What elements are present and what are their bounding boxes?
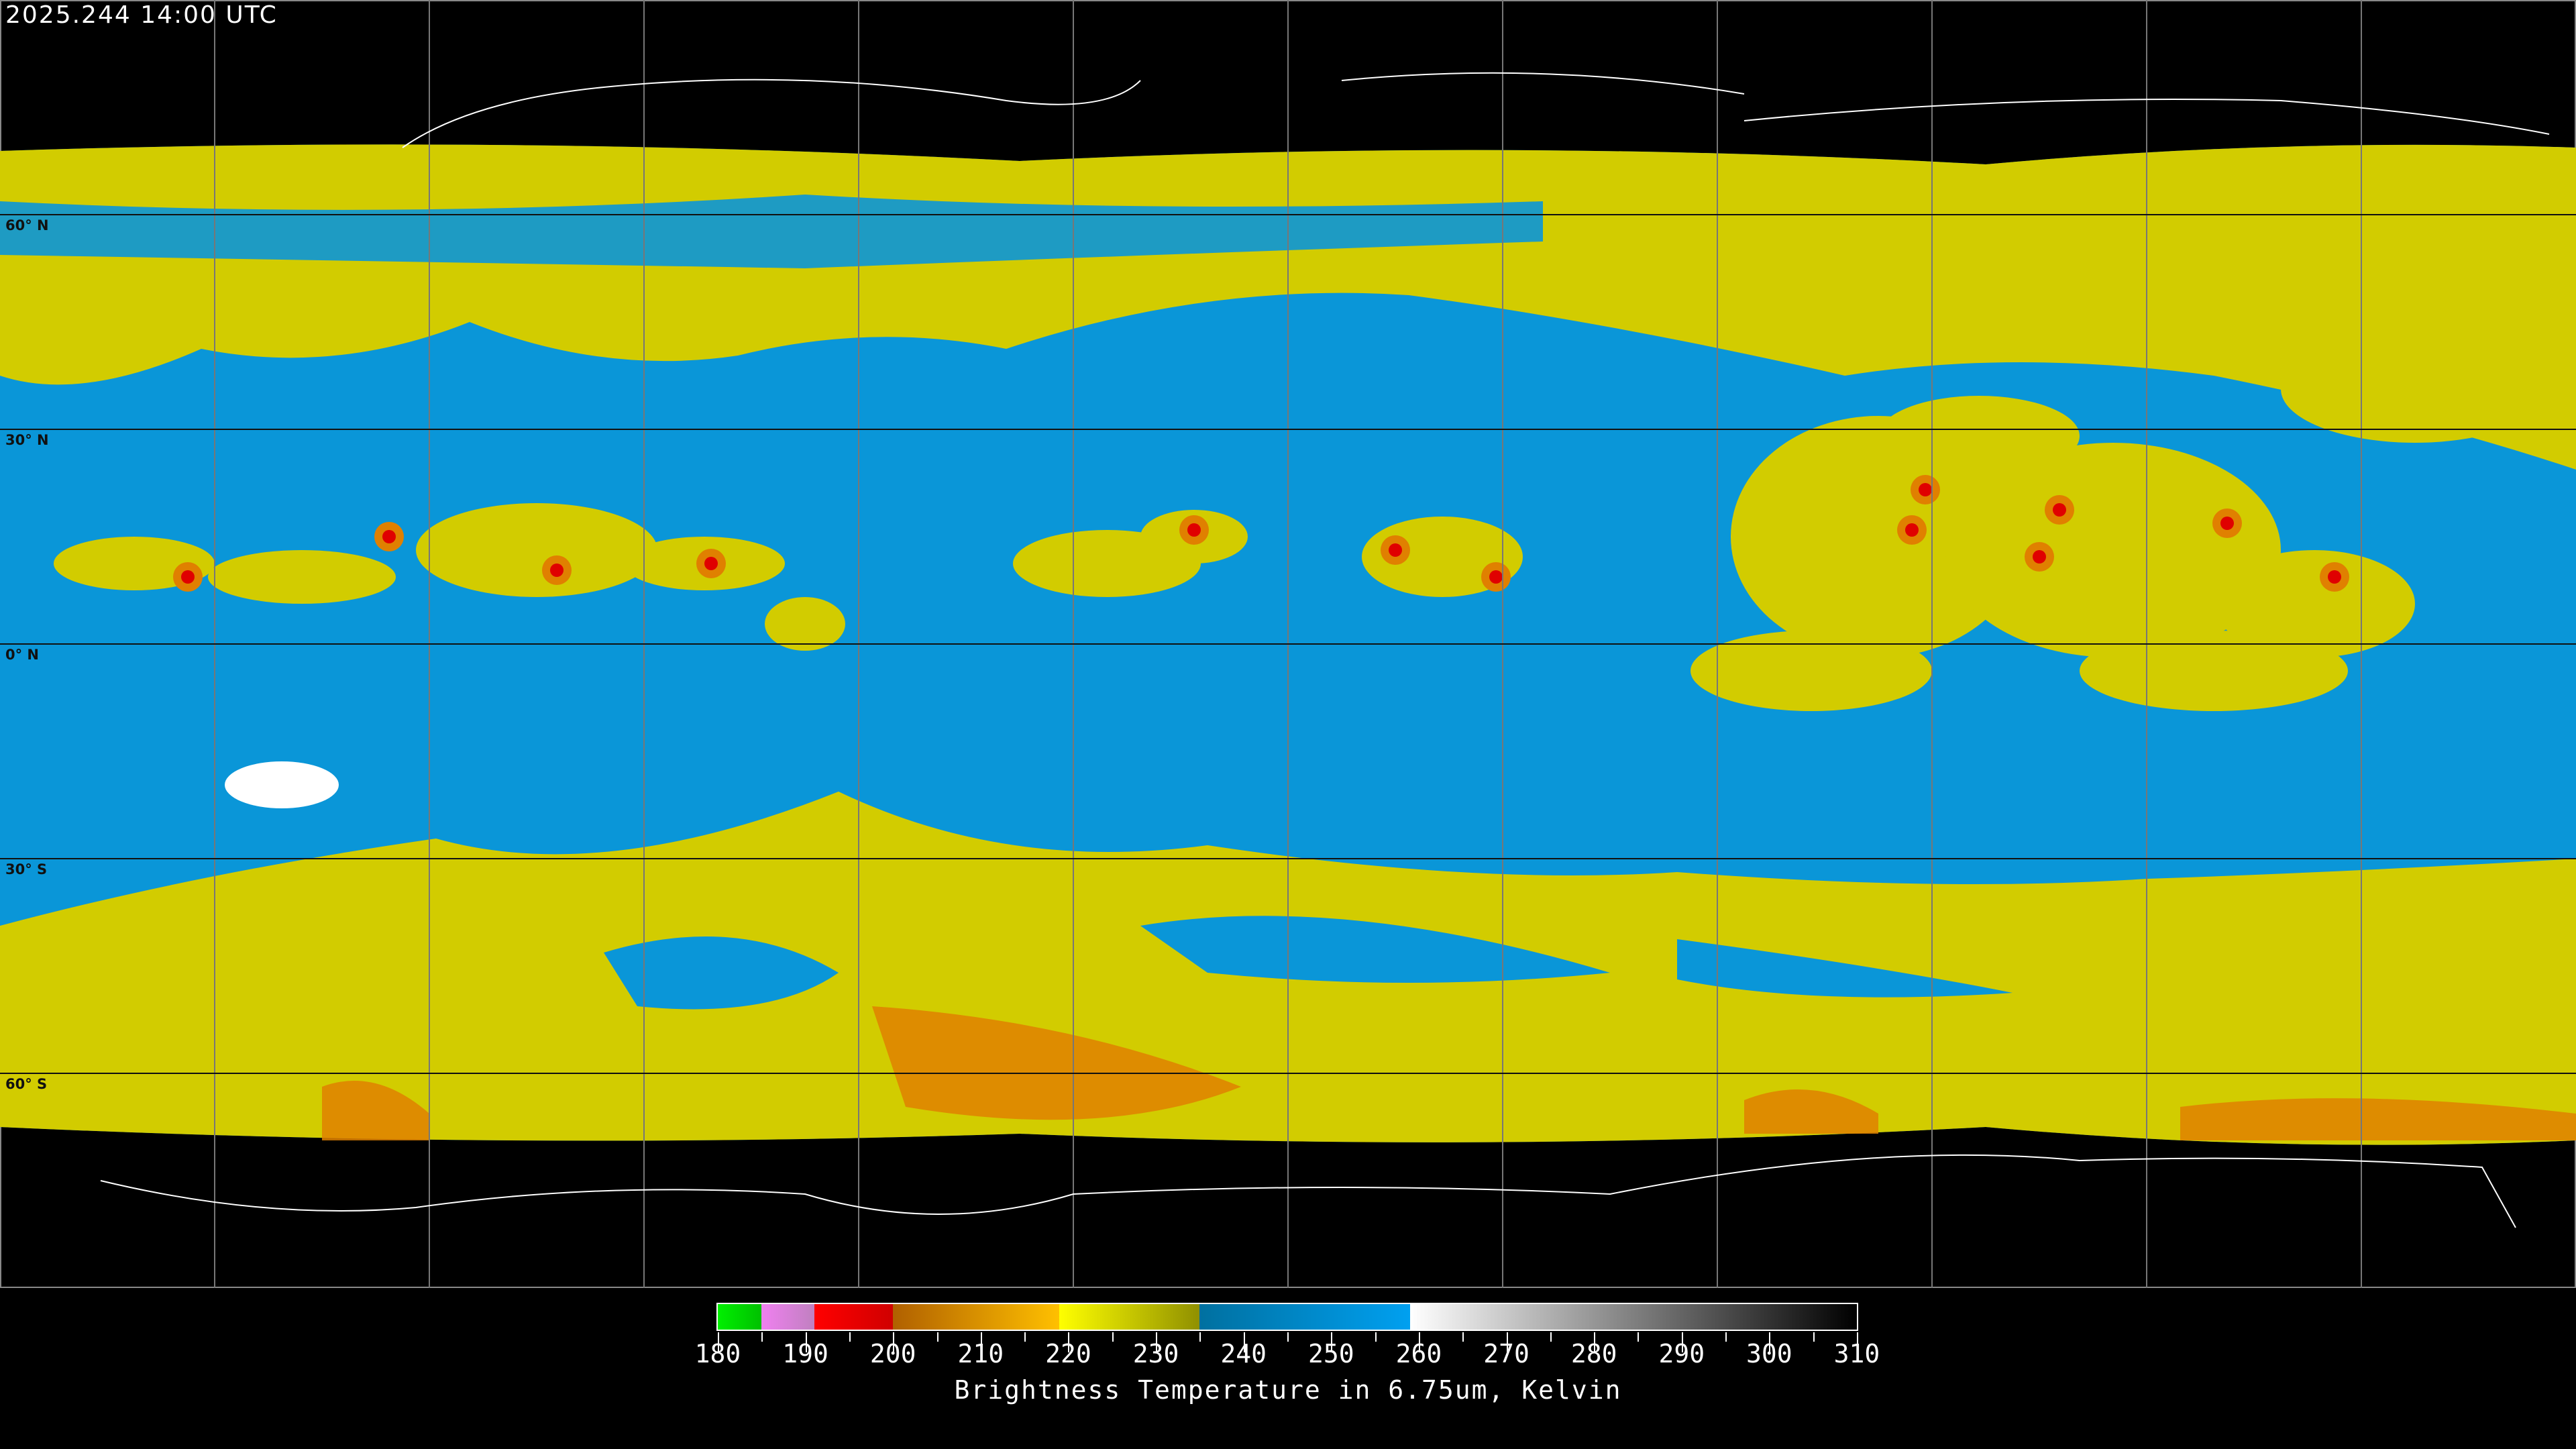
- convective-cloud: [2281, 335, 2549, 443]
- colorbar-tick-label: 250: [1307, 1339, 1354, 1368]
- colorbar-tick: [936, 1332, 938, 1342]
- colorbar-tick: [1681, 1332, 1683, 1352]
- colorbar-tick-label: 240: [1220, 1339, 1267, 1368]
- colorbar-tick: [1550, 1332, 1552, 1342]
- convective-cloud: [2080, 631, 2348, 711]
- colorbar-tick-label: 260: [1395, 1339, 1442, 1368]
- colorbar-tick: [1024, 1332, 1026, 1342]
- dry-slot: [0, 195, 1543, 268]
- colorbar-tick: [1594, 1332, 1596, 1352]
- colorbar-tick: [1418, 1332, 1420, 1352]
- colorbar-tick: [849, 1332, 851, 1342]
- colorbar-tick-label: 230: [1132, 1339, 1179, 1368]
- deep-convection-core: [1919, 483, 1932, 496]
- colorbar-tick: [1769, 1332, 1771, 1352]
- antarctic-coastline: [100, 1154, 2516, 1228]
- deep-convection-core: [2053, 503, 2066, 517]
- colorbar-tick: [1243, 1332, 1245, 1352]
- dry-intrusions: [604, 916, 2012, 1010]
- colorbar-tick: [1068, 1332, 1070, 1352]
- lat-label-60s: 60° S: [5, 1076, 48, 1092]
- convective-cloud: [416, 503, 657, 597]
- lat-label-0n: 0° N: [5, 647, 39, 663]
- colorbar-tick: [1287, 1332, 1289, 1342]
- convective-cloud: [1690, 631, 1932, 711]
- convective-cloud: [1945, 443, 2281, 657]
- colorbar-tick: [893, 1332, 895, 1352]
- deep-convection-core: [2033, 550, 2046, 564]
- lat-label-60n: 60° N: [5, 217, 49, 233]
- lat-label-30n: 30° N: [5, 432, 49, 448]
- deep-convection-core: [2220, 517, 2234, 530]
- cold-tops-south: [322, 1006, 2576, 1140]
- colorbar-tick: [1813, 1332, 1815, 1342]
- colorbar-segment: [814, 1304, 894, 1330]
- colorbar-segment: [1059, 1304, 1200, 1330]
- colorbar-tick: [1331, 1332, 1333, 1352]
- colorbar-tick-label: 310: [1833, 1339, 1880, 1368]
- colorbar-tick: [718, 1332, 719, 1352]
- arctic-coastline: [402, 72, 2550, 148]
- colorbar-tick: [1857, 1332, 1858, 1352]
- colorbar-tick-label: 270: [1483, 1339, 1529, 1368]
- colorbar-tick-label: 290: [1658, 1339, 1705, 1368]
- colorbar-tick: [1638, 1332, 1640, 1342]
- colorbar-tick: [1506, 1332, 1508, 1352]
- deep-convection-core: [1489, 570, 1503, 584]
- colorbar-tick-label: 200: [869, 1339, 916, 1368]
- convective-cloud: [208, 550, 396, 604]
- colorbar-tick: [980, 1332, 982, 1352]
- colorbar-tick: [1112, 1332, 1114, 1342]
- water-vapor-imagery: [0, 0, 2576, 1288]
- convective-cloud: [765, 597, 845, 651]
- colorbar-tick: [761, 1332, 763, 1342]
- colorbar-tick: [1725, 1332, 1727, 1342]
- warm-spot: [225, 761, 339, 808]
- colorbar-tick-label: 180: [694, 1339, 741, 1368]
- colorbar-segment: [893, 1304, 1060, 1330]
- colorbar-segment: [1199, 1304, 1410, 1330]
- colorbar-tick: [1375, 1332, 1377, 1342]
- lat-label-30s: 30° S: [5, 861, 48, 877]
- deep-convection-core: [550, 564, 564, 577]
- colorbar-segment: [761, 1304, 814, 1330]
- colorbar-tick-label: 280: [1570, 1339, 1617, 1368]
- colorbar-tick-label: 300: [1746, 1339, 1792, 1368]
- deep-convection-core: [1905, 523, 1919, 537]
- colorbar-tick-label: 210: [957, 1339, 1004, 1368]
- deep-convection-core: [1187, 523, 1201, 537]
- colorbar-segment: [1409, 1304, 1857, 1330]
- deep-convection-core: [181, 570, 195, 584]
- deep-convection-core: [704, 557, 718, 570]
- satellite-map: 60° N 30° N 0° N 30° S 60° S 2025.244 14…: [0, 0, 2576, 1288]
- colorbar: [716, 1303, 1858, 1331]
- convective-cloud: [1731, 416, 2026, 657]
- convective-cloud: [1878, 396, 2080, 476]
- colorbar-tick-label: 220: [1045, 1339, 1091, 1368]
- timestamp: 2025.244 14:00 UTC: [5, 1, 278, 29]
- colorbar-tick: [1199, 1332, 1201, 1342]
- deep-convection-core: [1389, 543, 1402, 557]
- colorbar-tick: [1462, 1332, 1464, 1342]
- colorbar-tick: [805, 1332, 807, 1352]
- deep-convection-core: [2328, 570, 2341, 584]
- colorbar-title: Brightness Temperature in 6.75um, Kelvin: [954, 1375, 1622, 1405]
- deep-convection-core: [382, 530, 396, 543]
- colorbar-segment: [718, 1304, 762, 1330]
- colorbar-tick: [1156, 1332, 1158, 1352]
- convective-cloud: [2214, 550, 2415, 657]
- colorbar-tick-label: 190: [782, 1339, 828, 1368]
